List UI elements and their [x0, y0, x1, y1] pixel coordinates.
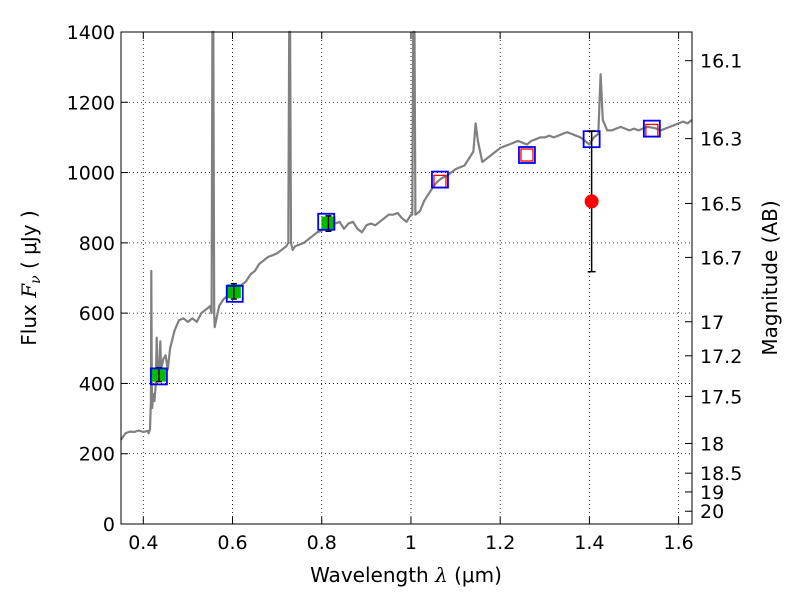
x-tick-label: 1.6	[664, 532, 694, 554]
model-box	[431, 170, 449, 189]
x-tick-label: 0.8	[307, 532, 337, 554]
axis-ticks: 0.4 0.6 0.8 1 1.2 1.4 1.6 0 200 400 600 800 1000 1200…	[67, 22, 743, 554]
x-tick-label: 0.6	[217, 532, 247, 554]
red-data-point	[584, 194, 599, 209]
spectrum-line	[120, 30, 693, 441]
x-tick-label: 1	[405, 532, 417, 554]
x-tick-label: 1.4	[574, 532, 604, 554]
y-tick-label: 0	[103, 514, 115, 536]
data-markers	[150, 119, 661, 386]
y-tick-label: 1400	[67, 22, 115, 44]
model-box	[150, 367, 168, 386]
model-box	[225, 284, 244, 303]
y2-tick-label: 18	[700, 433, 724, 455]
y2-tick-label: 17	[700, 312, 724, 334]
y2-tick-label: 17.5	[700, 386, 742, 408]
y-tick-label: 1200	[67, 92, 115, 114]
plot-frame	[120, 31, 693, 525]
y2-tick-label: 20	[700, 501, 724, 523]
spectrum-layer	[120, 30, 693, 441]
y-tick-label: 1000	[67, 163, 115, 185]
model-box	[317, 212, 336, 231]
y2-tick-label: 19	[700, 482, 724, 504]
y-axis-label: Flux Fν ( μJy )	[17, 210, 44, 345]
y-tick-label: 800	[79, 233, 115, 255]
model-box	[642, 119, 661, 138]
y2-tick-label: 16.1	[700, 51, 742, 73]
grid-lines	[121, 31, 692, 525]
y2-tick-label: 16.3	[700, 129, 742, 151]
x-tick-label: 1.2	[485, 532, 515, 554]
y2-tick-label: 16.7	[700, 247, 742, 269]
x-tick-label: 0.4	[128, 532, 158, 554]
y2-tick-label: 17.2	[700, 346, 742, 368]
x-axis-label: Wavelength λ (μm)	[310, 563, 502, 587]
nir-photometry-point	[520, 148, 534, 162]
y-tick-label: 600	[79, 303, 115, 325]
y-tick-label: 400	[79, 373, 115, 395]
model-box	[518, 146, 536, 164]
y2-tick-label: 16.5	[700, 193, 742, 215]
y2-tick-label: 18.5	[700, 463, 742, 485]
y2-axis-label: Magnitude (AB)	[758, 200, 782, 355]
y-tick-label: 200	[79, 444, 115, 466]
